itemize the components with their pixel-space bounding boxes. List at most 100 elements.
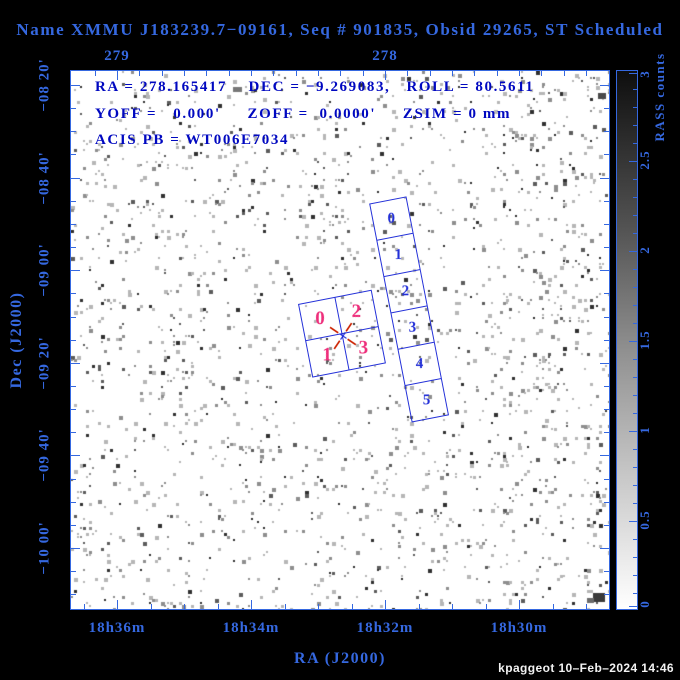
colorbar-tick-label: 1 (637, 426, 652, 434)
axis-tick-mark (284, 604, 286, 609)
axis-tick-mark (629, 73, 637, 74)
axis-tick-mark (633, 125, 637, 126)
axis-tick-mark (600, 548, 609, 549)
axis-tick-mark (71, 362, 80, 364)
x-axis-tick-label: 18h36m (88, 620, 146, 636)
axis-tick-mark (71, 200, 76, 202)
axis-tick-mark (139, 71, 141, 76)
axis-tick-mark (633, 485, 637, 486)
axis-tick-mark (418, 604, 420, 609)
axis-tick-mark (633, 593, 637, 594)
x-axis-tick-label: 18h34m (222, 620, 280, 636)
axis-tick-mark (206, 71, 208, 76)
axis-tick-mark (633, 215, 637, 216)
axis-tick-mark (71, 85, 80, 86)
axis-tick-mark (633, 377, 637, 378)
axis-tick-mark (633, 305, 637, 306)
axis-tick-mark (604, 478, 609, 480)
axis-tick-mark (633, 323, 637, 324)
axis-tick-mark (71, 293, 76, 295)
y-axis-tick-label: −08 40' (36, 150, 53, 205)
axis-tick-mark (71, 478, 76, 480)
axis-tick-mark (633, 557, 637, 558)
axis-tick-mark (71, 131, 76, 133)
y-axis-tick-label: −08 20' (36, 58, 53, 112)
acis-i-chip-label: 0 (315, 308, 326, 330)
colorbar-tick-label: 0.5 (637, 510, 652, 530)
acis-i-chip-label: 1 (322, 344, 333, 366)
axis-tick-mark (633, 179, 637, 180)
axis-tick-mark (633, 107, 637, 108)
axis-tick-mark (633, 503, 637, 504)
axis-tick-mark (351, 604, 353, 609)
axis-tick-mark (604, 131, 609, 133)
pointing-annotation-line1: RA = 278.165417 DEC = −9.269083, ROLL = … (95, 79, 535, 95)
axis-tick-mark (600, 455, 609, 457)
axis-tick-mark (485, 604, 487, 609)
axis-tick-mark (604, 571, 609, 573)
axis-tick-mark (519, 600, 520, 609)
y-axis-tick-label: −10 00' (36, 520, 53, 575)
rass-noise-image (71, 71, 609, 609)
axis-tick-mark (183, 71, 185, 76)
axis-tick-mark (71, 594, 76, 596)
axis-tick-mark (71, 385, 76, 387)
axis-tick-mark (604, 247, 609, 249)
axis-tick-mark (117, 71, 118, 80)
axis-tick-mark (633, 233, 637, 234)
y-axis-title: Dec (J2000) (8, 291, 25, 389)
axis-tick-mark (633, 395, 637, 396)
colorbar-title: RASS counts (652, 52, 667, 142)
axis-tick-mark (228, 71, 230, 76)
x-axis-top-tick-label: 279 (104, 48, 130, 64)
axis-tick-mark (604, 432, 609, 434)
axis-tick-mark (71, 571, 76, 573)
axis-tick-mark (71, 316, 76, 318)
axis-tick-mark (71, 455, 80, 457)
axis-tick-mark (600, 270, 609, 272)
acis-i-chip: 3 (341, 326, 386, 371)
axis-tick-mark (633, 467, 637, 468)
axis-tick-mark (71, 177, 80, 179)
axis-tick-mark (496, 71, 498, 76)
axis-tick-mark (250, 71, 252, 76)
axis-tick-mark (71, 501, 76, 503)
axis-tick-mark (586, 604, 587, 609)
axis-tick-mark (629, 341, 637, 342)
colorbar-tick-label: 0 (637, 600, 652, 608)
axis-tick-mark (604, 501, 609, 503)
axis-tick-mark (633, 359, 637, 360)
y-axis-tick-label: −09 20' (36, 335, 53, 390)
axis-tick-mark (633, 539, 637, 540)
axis-tick-mark (273, 71, 275, 76)
acis-s-chip-label: 3 (408, 319, 417, 336)
axis-tick-mark (429, 71, 431, 76)
colorbar-tick-label: 2.5 (637, 150, 652, 170)
axis-tick-mark (71, 548, 80, 549)
axis-tick-mark (71, 154, 76, 156)
axis-tick-mark (604, 316, 609, 318)
axis-tick-mark (604, 154, 609, 156)
pointing-annotation-line2: YOFF = 0.000' ZOFF = 0.0000' ZSIM = 0 mm (95, 106, 512, 122)
axis-tick-mark (71, 223, 76, 225)
axis-tick-mark (604, 524, 609, 526)
acis-s-chip-label: 4 (415, 355, 424, 372)
page-title: Name XMMU J183239.7−09161, Seq # 901835,… (16, 20, 664, 39)
acis-i-chip-label: 3 (358, 337, 369, 359)
x-axis-title: RA (J2000) (294, 650, 386, 667)
axis-tick-mark (71, 339, 76, 341)
acis-s-chip-label: 5 (422, 391, 431, 408)
axis-tick-mark (585, 71, 587, 76)
axis-tick-mark (385, 600, 386, 609)
axis-tick-mark (94, 71, 96, 76)
axis-tick-mark (451, 71, 453, 76)
colorbar-tick-label: 2 (637, 246, 652, 254)
sky-map-plot-area: RA = 278.165417 DEC = −9.269083, ROLL = … (70, 70, 610, 610)
acis-s-chip: 5 (404, 377, 449, 423)
axis-tick-mark (633, 89, 637, 90)
axis-tick-mark (604, 200, 609, 202)
axis-tick-mark (604, 409, 609, 411)
axis-tick-mark (150, 604, 152, 609)
axis-tick-mark (117, 600, 118, 609)
